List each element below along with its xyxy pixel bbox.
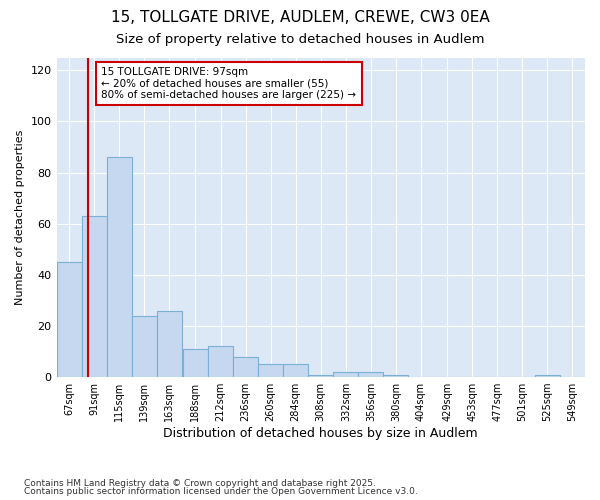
- Bar: [535, 374, 560, 377]
- Bar: [383, 374, 409, 377]
- Text: Contains HM Land Registry data © Crown copyright and database right 2025.: Contains HM Land Registry data © Crown c…: [24, 478, 376, 488]
- Bar: [233, 356, 258, 377]
- Bar: [157, 310, 182, 377]
- Bar: [334, 372, 358, 377]
- Y-axis label: Number of detached properties: Number of detached properties: [15, 130, 25, 305]
- Bar: [358, 372, 383, 377]
- Bar: [283, 364, 308, 377]
- Bar: [132, 316, 157, 377]
- Text: Contains public sector information licensed under the Open Government Licence v3: Contains public sector information licen…: [24, 488, 418, 496]
- Text: 15, TOLLGATE DRIVE, AUDLEM, CREWE, CW3 0EA: 15, TOLLGATE DRIVE, AUDLEM, CREWE, CW3 0…: [110, 10, 490, 25]
- Text: Size of property relative to detached houses in Audlem: Size of property relative to detached ho…: [116, 32, 484, 46]
- Bar: [107, 157, 132, 377]
- Text: 15 TOLLGATE DRIVE: 97sqm
← 20% of detached houses are smaller (55)
80% of semi-d: 15 TOLLGATE DRIVE: 97sqm ← 20% of detach…: [101, 67, 356, 100]
- X-axis label: Distribution of detached houses by size in Audlem: Distribution of detached houses by size …: [163, 427, 478, 440]
- Bar: [183, 349, 208, 377]
- Bar: [82, 216, 107, 377]
- Bar: [258, 364, 283, 377]
- Bar: [308, 374, 334, 377]
- Bar: [208, 346, 233, 377]
- Bar: [56, 262, 82, 377]
